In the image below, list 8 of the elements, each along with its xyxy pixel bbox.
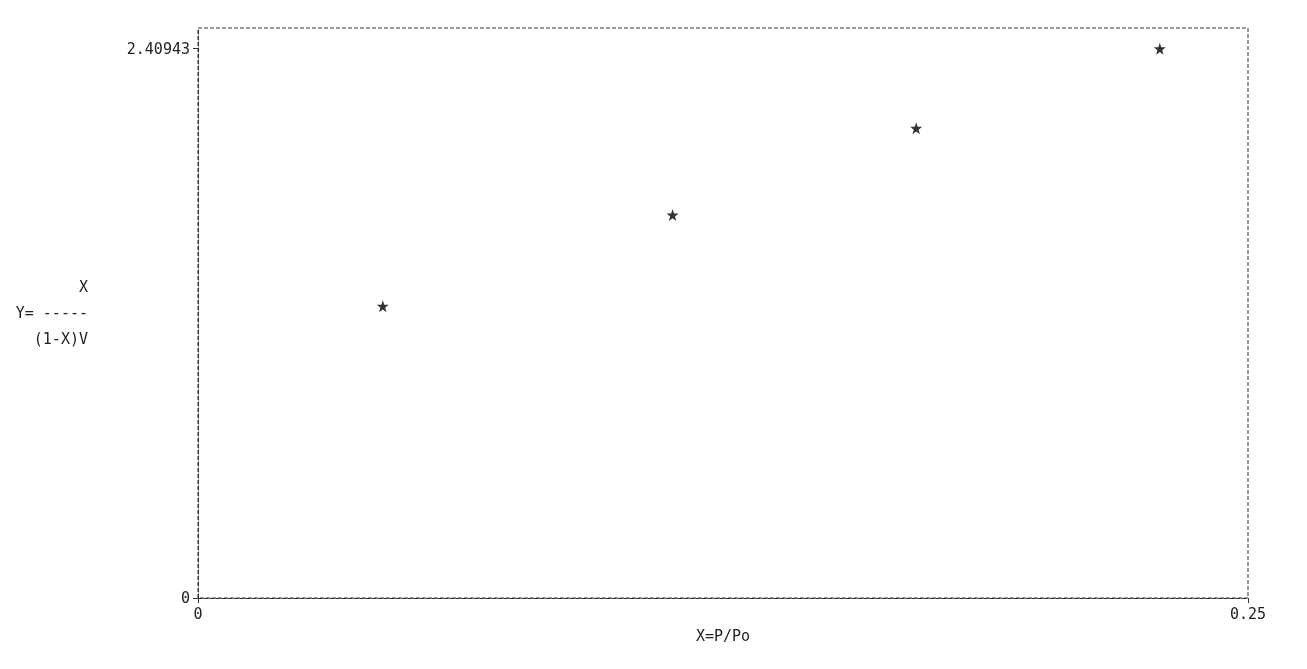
point xyxy=(1153,42,1166,55)
y-tick-label: 2.40943 xyxy=(126,39,190,58)
point xyxy=(666,208,679,221)
x-tick-label: 0.25 xyxy=(1229,604,1267,623)
y-axis-title: X Y= ----- (1-X)V xyxy=(15,278,88,348)
x-axis-title: X=P/Po xyxy=(695,626,751,645)
point xyxy=(910,122,923,135)
point xyxy=(376,300,389,313)
